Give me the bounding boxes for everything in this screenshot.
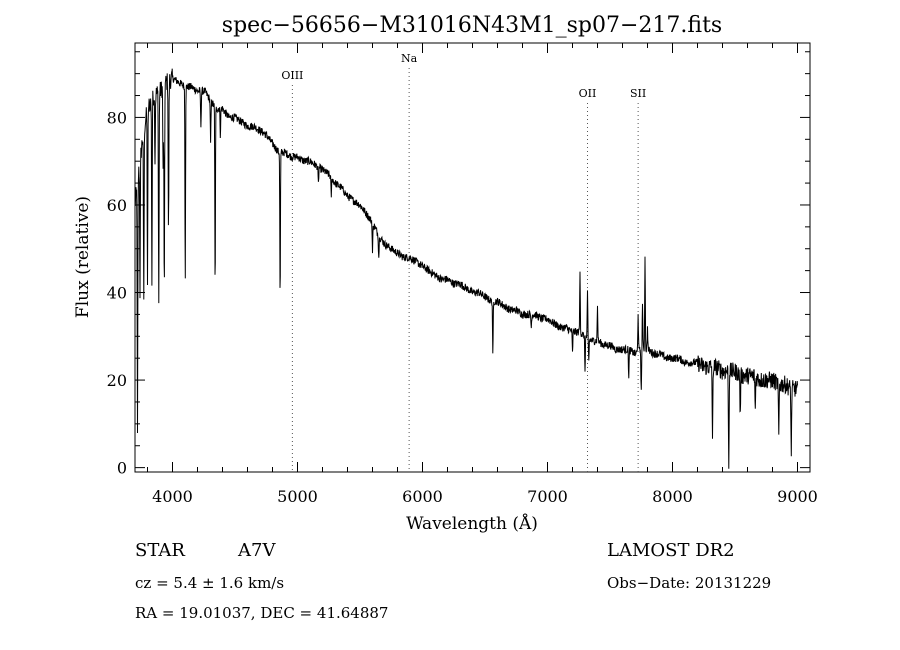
x-tick-label: 5000 — [277, 487, 318, 506]
x-axis-label: Wavelength (Å) — [406, 513, 538, 534]
y-tick-label: 40 — [107, 284, 127, 303]
x-tick-label: 6000 — [402, 487, 443, 506]
x-tick-label: 4000 — [152, 487, 193, 506]
axis-ticks: 4000 5000 6000 7000 8000 9000 0 20 40 60 80 — [107, 43, 818, 506]
y-tick-label: 60 — [107, 196, 127, 215]
object-type: STAR — [135, 540, 185, 561]
line-label-oii: OII — [579, 87, 597, 100]
sky-coordinates: RA = 19.01037, DEC = 41.64887 — [135, 604, 389, 622]
line-label-na: Na — [401, 52, 418, 65]
chart-title: spec−56656−M31016N43M1_sp07−217.fits — [222, 13, 722, 38]
observation-date: Obs−Date: 20131229 — [607, 574, 772, 592]
y-tick-label: 0 — [117, 459, 127, 478]
redshift-cz: cz = 5.4 ± 1.6 km/s — [135, 574, 285, 592]
y-tick-label: 20 — [107, 371, 127, 390]
spectrum-series — [134, 68, 798, 469]
line-label-oiii: OIII — [281, 69, 303, 82]
x-tick-label: 9000 — [777, 487, 818, 506]
spectrum-line — [134, 68, 798, 469]
spectral-class: A7V — [238, 540, 276, 561]
emission-line-markers: OIII Na OII SII — [281, 52, 646, 472]
line-label-sii: SII — [630, 87, 646, 100]
x-tick-label: 7000 — [527, 487, 568, 506]
plot-frame — [134, 42, 811, 473]
y-axis-label: Flux (relative) — [73, 196, 93, 318]
survey-name: LAMOST DR2 — [607, 540, 735, 561]
x-tick-label: 8000 — [652, 487, 693, 506]
y-tick-label: 80 — [107, 108, 127, 127]
